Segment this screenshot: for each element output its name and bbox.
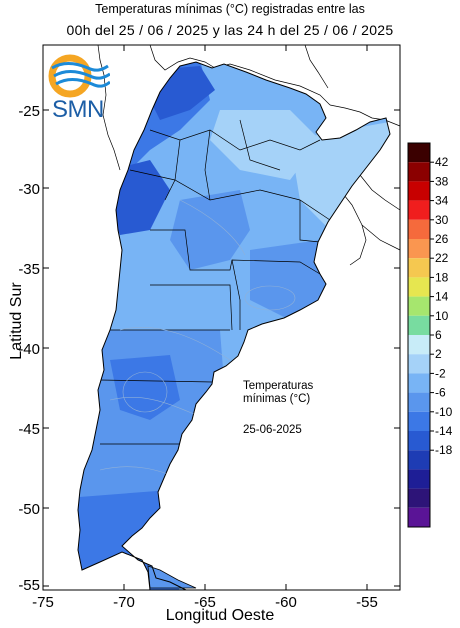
y-tick-label: -30 <box>18 181 40 198</box>
color-scale-label: -18 <box>435 443 453 457</box>
color-scale-label: 6 <box>435 328 442 342</box>
color-scale-swatch <box>408 181 430 201</box>
y-tick-label: -40 <box>18 341 40 358</box>
color-scale-label: 22 <box>435 251 449 265</box>
color-scale-swatch <box>408 200 430 220</box>
color-scale: 42 38 34 30 26 22 18 14 10 6 2 -2 -6 -10 -14 -18 <box>407 142 453 528</box>
color-scale-swatch <box>408 335 430 355</box>
color-scale-swatch <box>408 277 430 297</box>
axis-ticks <box>42 45 400 590</box>
map-title-line2: 00h del 25 / 06 / 2025 y las 24 h del 25… <box>66 22 394 38</box>
x-axis-label: Longitud Oeste <box>165 607 275 624</box>
color-scale-swatch <box>408 258 430 278</box>
color-scale-swatch <box>408 507 430 527</box>
x-tick-label: -55 <box>356 594 378 611</box>
y-tick-labels: -25 -30 -35 -40 -45 -50 -55 <box>18 103 40 594</box>
color-scale-swatch <box>408 431 430 451</box>
x-tick-labels: -75 -70 -65 -60 -55 <box>32 594 378 611</box>
map-title-line1: Temperaturas mínimas (°C) registradas en… <box>95 2 365 16</box>
color-scale-swatch <box>408 162 430 182</box>
color-scale-label: 14 <box>435 290 449 304</box>
color-scale-swatch <box>408 411 430 431</box>
color-scale-swatch <box>408 373 430 393</box>
x-tick-label: -60 <box>275 594 297 611</box>
color-scale-label: 42 <box>435 155 449 169</box>
map-annotation: Temperaturas mínimas (°C) <box>243 380 313 406</box>
color-scale-label: -2 <box>435 366 446 380</box>
color-scale-swatch <box>408 469 430 489</box>
color-scale-label: 30 <box>435 213 449 227</box>
annotation-line2: mínimas (°C) <box>243 393 311 405</box>
color-scale-label: -14 <box>435 424 453 438</box>
y-axis-label: Latitud Sur <box>8 282 25 360</box>
y-tick-label: -50 <box>18 501 40 518</box>
color-scale-label: 10 <box>435 309 449 323</box>
y-tick-label: -45 <box>18 421 40 438</box>
color-scale-label: -10 <box>435 405 453 419</box>
color-scale-swatch <box>408 219 430 239</box>
map-date: 25-06-2025 <box>243 424 302 436</box>
y-tick-label: -35 <box>18 261 40 278</box>
color-scale-swatch <box>408 354 430 374</box>
color-scale-swatch <box>408 488 430 508</box>
color-scale-swatch <box>408 450 430 470</box>
annotation-line1: Temperaturas <box>243 380 314 392</box>
color-scale-swatch <box>408 392 430 412</box>
x-tick-label: -70 <box>113 594 135 611</box>
province-borders <box>99 119 331 445</box>
logo-text: SMN <box>52 96 104 123</box>
color-scale-label: 18 <box>435 270 449 284</box>
color-scale-label: 34 <box>435 194 449 208</box>
color-scale-swatch <box>408 315 430 335</box>
color-scale-label: 38 <box>435 174 449 188</box>
color-scale-label: 26 <box>435 232 449 246</box>
y-tick-label: -25 <box>18 103 40 120</box>
color-scale-label: 2 <box>435 347 442 361</box>
smn-logo-icon <box>48 54 110 98</box>
color-scale-swatch <box>408 143 430 163</box>
y-tick-label: -55 <box>18 577 40 594</box>
color-scale-swatch <box>408 239 430 259</box>
x-tick-label: -75 <box>32 594 54 611</box>
x-tick-label: -65 <box>194 594 216 611</box>
color-scale-swatch <box>408 296 430 316</box>
color-scale-label: -6 <box>435 386 446 400</box>
